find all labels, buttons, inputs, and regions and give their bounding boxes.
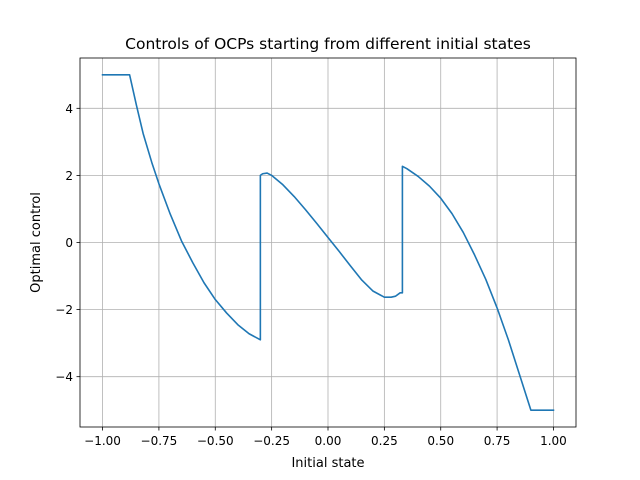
series-line [101, 73, 555, 412]
y-tick-label: 2 [65, 169, 73, 183]
plot-area [101, 73, 555, 412]
x-tick-label: −1.00 [84, 434, 121, 448]
x-axis-label: Initial state [291, 456, 364, 471]
x-tick-label: 1.00 [540, 434, 567, 448]
y-tick-label: −2 [55, 303, 73, 317]
y-tick-label: 4 [65, 102, 73, 116]
x-tick-label: 0.25 [371, 434, 398, 448]
y-axis-label: Optimal control [29, 192, 44, 293]
y-tick-label: 0 [65, 236, 73, 250]
axis-ticks: −1.00 −0.75 −0.50 −0.25 0.00 0.25 0.50 0.75 1.00… [55, 102, 567, 448]
x-tick-label: 0.75 [484, 434, 511, 448]
x-tick-label: −0.75 [141, 434, 178, 448]
x-tick-label: −0.25 [253, 434, 290, 448]
x-tick-label: −0.50 [197, 434, 234, 448]
x-tick-label: 0.50 [427, 434, 454, 448]
grid-lines [80, 58, 576, 427]
chart-title: Controls of OCPs starting from different… [125, 35, 531, 53]
y-tick-label: −4 [55, 370, 73, 384]
x-tick-label: 0.00 [315, 434, 342, 448]
